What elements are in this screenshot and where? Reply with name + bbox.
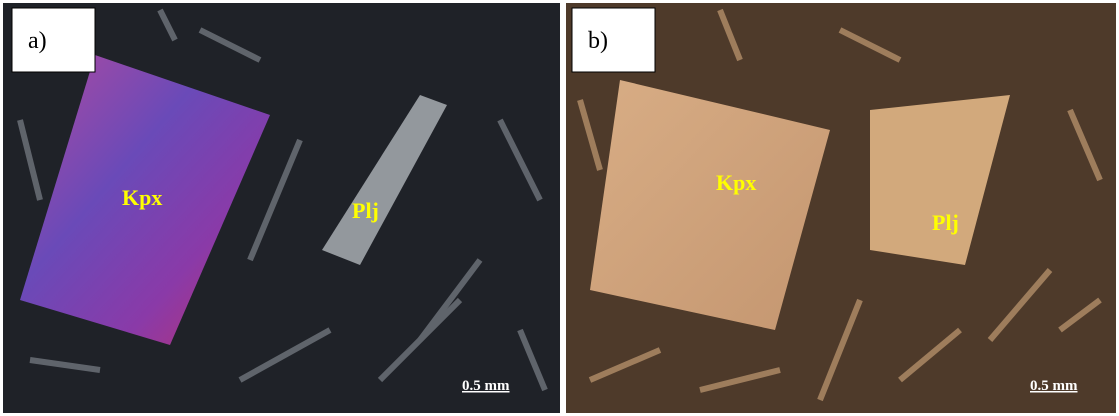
label-box [572,8,655,72]
panel-a: a) Kpx Plj 0.5 mm [3,3,560,413]
scale-bar: 0.5 mm [462,378,510,394]
panel-label: a) [28,28,47,54]
label-box [12,8,95,72]
figure: a) Kpx Plj 0.5 mm b) Kpx Plj 0.5 mm [0,0,1119,416]
annotation: Plj [932,210,959,235]
panel-label: b) [588,28,608,54]
annotation: Kpx [716,170,756,195]
annotation: Plj [352,198,379,223]
annotation: Kpx [122,185,162,210]
panel-b: b) Kpx Plj 0.5 mm [566,3,1116,413]
scale-bar: 0.5 mm [1030,378,1078,394]
